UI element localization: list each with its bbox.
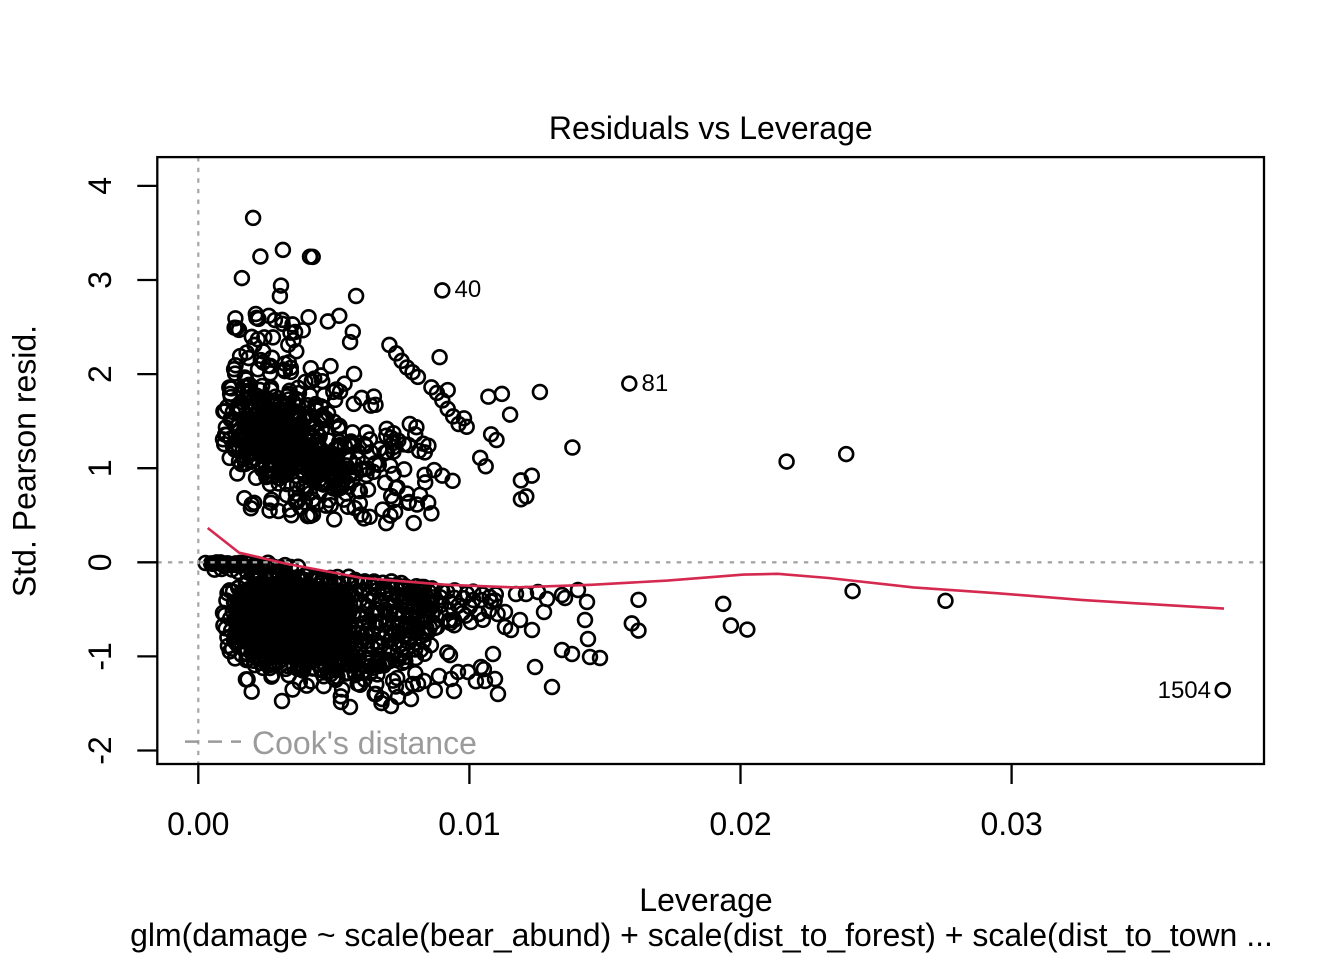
svg-text:1504: 1504: [1158, 677, 1211, 704]
svg-text:Std. Pearson resid.: Std. Pearson resid.: [7, 325, 43, 597]
svg-text:-2: -2: [82, 736, 118, 764]
svg-text:glm(damage ~ scale(bear_abund): glm(damage ~ scale(bear_abund) + scale(d…: [130, 917, 1273, 953]
svg-text:0.01: 0.01: [438, 806, 500, 842]
svg-text:0.02: 0.02: [709, 806, 771, 842]
svg-text:Residuals vs Leverage: Residuals vs Leverage: [549, 110, 873, 146]
svg-text:Cook's distance: Cook's distance: [252, 725, 477, 761]
svg-text:0: 0: [82, 553, 118, 571]
svg-text:1: 1: [82, 459, 118, 477]
svg-text:81: 81: [642, 370, 669, 397]
svg-text:0.00: 0.00: [167, 806, 229, 842]
svg-text:4: 4: [82, 177, 118, 195]
svg-text:Leverage: Leverage: [639, 882, 772, 918]
svg-text:40: 40: [455, 276, 482, 303]
svg-text:0.03: 0.03: [980, 806, 1042, 842]
svg-text:2: 2: [82, 365, 118, 383]
svg-text:-1: -1: [82, 642, 118, 670]
svg-text:3: 3: [82, 271, 118, 289]
